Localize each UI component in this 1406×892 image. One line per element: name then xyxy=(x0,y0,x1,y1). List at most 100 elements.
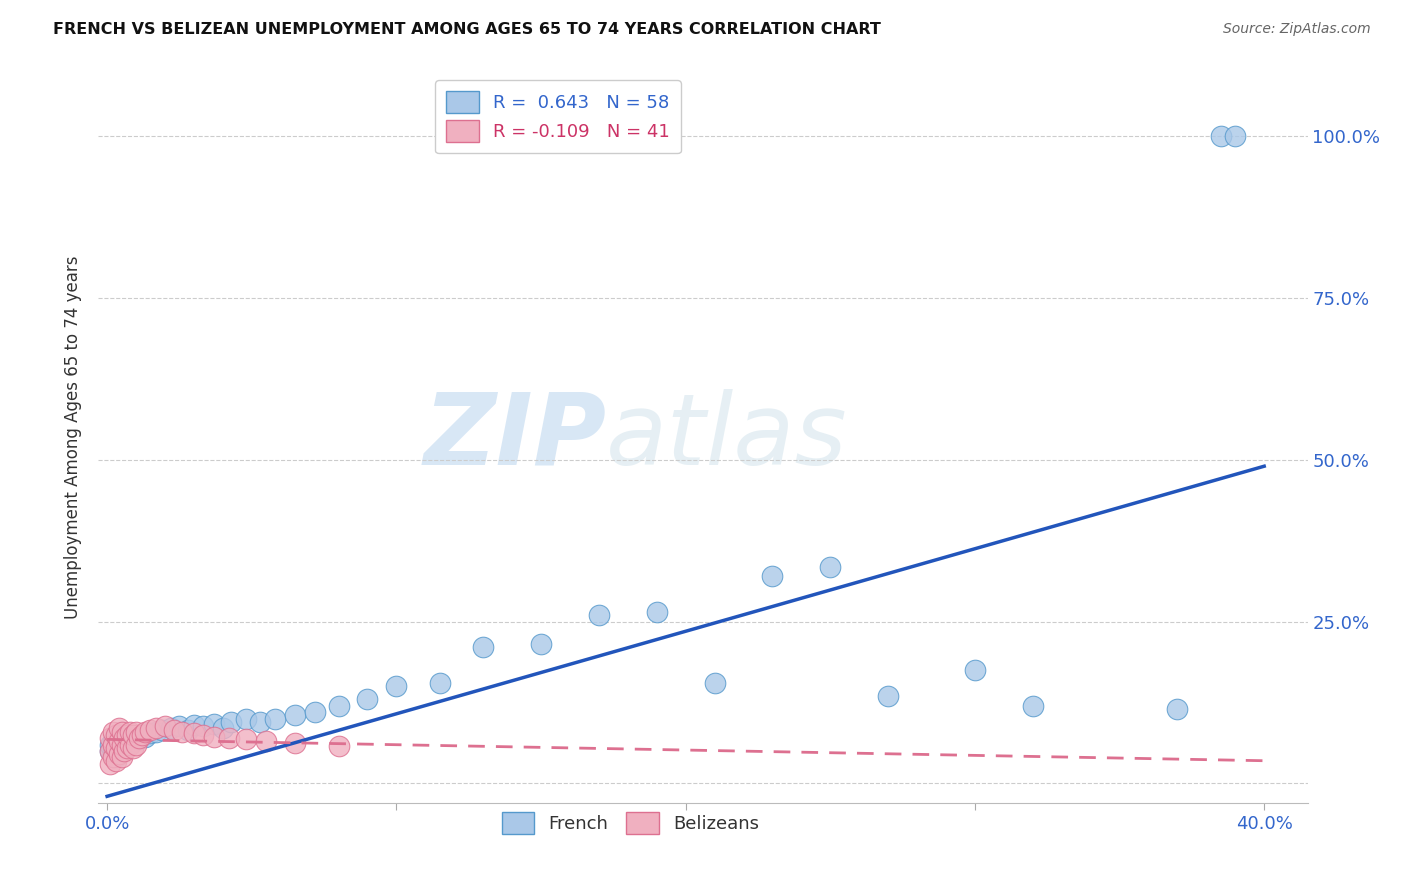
Point xyxy=(104,754,127,768)
Point xyxy=(159,722,181,736)
Point xyxy=(122,734,145,748)
Point xyxy=(202,716,225,731)
Point xyxy=(249,714,271,729)
Point xyxy=(145,724,167,739)
Point xyxy=(110,728,132,742)
Point xyxy=(117,728,139,742)
Point xyxy=(98,731,121,745)
Point xyxy=(107,747,129,762)
Point xyxy=(264,712,287,726)
Point xyxy=(429,676,451,690)
Point xyxy=(169,719,191,733)
Text: ZIP: ZIP xyxy=(423,389,606,485)
Point xyxy=(645,605,668,619)
Point xyxy=(150,723,173,738)
Point xyxy=(530,637,553,651)
Point xyxy=(134,724,156,739)
Point xyxy=(211,722,233,736)
Point xyxy=(125,738,148,752)
Point xyxy=(101,724,124,739)
Point xyxy=(304,705,326,719)
Point xyxy=(110,750,132,764)
Point xyxy=(172,724,194,739)
Point xyxy=(101,738,124,752)
Point xyxy=(110,740,132,755)
Point xyxy=(145,722,167,736)
Point xyxy=(356,692,378,706)
Point xyxy=(101,740,124,755)
Point xyxy=(191,728,214,742)
Text: FRENCH VS BELIZEAN UNEMPLOYMENT AMONG AGES 65 TO 74 YEARS CORRELATION CHART: FRENCH VS BELIZEAN UNEMPLOYMENT AMONG AG… xyxy=(53,22,882,37)
Point xyxy=(128,732,150,747)
Point xyxy=(117,732,139,747)
Point xyxy=(120,738,142,752)
Point xyxy=(820,559,842,574)
Point xyxy=(125,724,148,739)
Point xyxy=(107,744,129,758)
Point xyxy=(1209,129,1232,144)
Point xyxy=(114,744,136,758)
Point xyxy=(117,739,139,753)
Point xyxy=(104,731,127,745)
Point xyxy=(328,739,350,753)
Point xyxy=(101,734,124,748)
Point xyxy=(104,740,127,755)
Point xyxy=(114,731,136,745)
Point xyxy=(1022,698,1045,713)
Point xyxy=(1225,129,1247,144)
Point xyxy=(122,740,145,755)
Point xyxy=(254,734,277,748)
Point xyxy=(110,738,132,752)
Point xyxy=(153,719,176,733)
Point xyxy=(183,726,205,740)
Point xyxy=(114,738,136,752)
Point xyxy=(134,730,156,744)
Point xyxy=(114,731,136,745)
Point xyxy=(104,750,127,764)
Point xyxy=(125,731,148,745)
Point xyxy=(139,726,162,740)
Point xyxy=(120,724,142,739)
Point xyxy=(107,722,129,736)
Point xyxy=(218,731,240,745)
Point xyxy=(1166,702,1188,716)
Point xyxy=(98,756,121,771)
Point xyxy=(120,736,142,750)
Point xyxy=(122,728,145,742)
Point xyxy=(101,750,124,764)
Point xyxy=(98,744,121,758)
Point xyxy=(588,608,610,623)
Text: atlas: atlas xyxy=(606,389,848,485)
Point xyxy=(98,738,121,752)
Point xyxy=(472,640,495,655)
Point xyxy=(235,732,257,747)
Point xyxy=(703,676,725,690)
Point xyxy=(107,736,129,750)
Point xyxy=(128,731,150,745)
Point xyxy=(761,569,783,583)
Point xyxy=(877,689,900,703)
Point xyxy=(385,679,408,693)
Point xyxy=(107,730,129,744)
Point xyxy=(98,744,121,758)
Point xyxy=(139,723,162,738)
Point xyxy=(131,728,153,742)
Point xyxy=(221,714,243,729)
Legend: French, Belizeans: French, Belizeans xyxy=(495,805,766,841)
Point xyxy=(284,708,307,723)
Point xyxy=(110,734,132,748)
Point xyxy=(120,730,142,744)
Point xyxy=(107,734,129,748)
Point xyxy=(202,730,225,744)
Point xyxy=(328,698,350,713)
Point xyxy=(177,723,200,738)
Y-axis label: Unemployment Among Ages 65 to 74 years: Unemployment Among Ages 65 to 74 years xyxy=(65,255,83,619)
Point xyxy=(104,728,127,742)
Point xyxy=(235,712,257,726)
Point xyxy=(104,739,127,753)
Point xyxy=(191,719,214,733)
Point xyxy=(284,736,307,750)
Point xyxy=(101,747,124,762)
Point xyxy=(183,718,205,732)
Point xyxy=(963,663,986,677)
